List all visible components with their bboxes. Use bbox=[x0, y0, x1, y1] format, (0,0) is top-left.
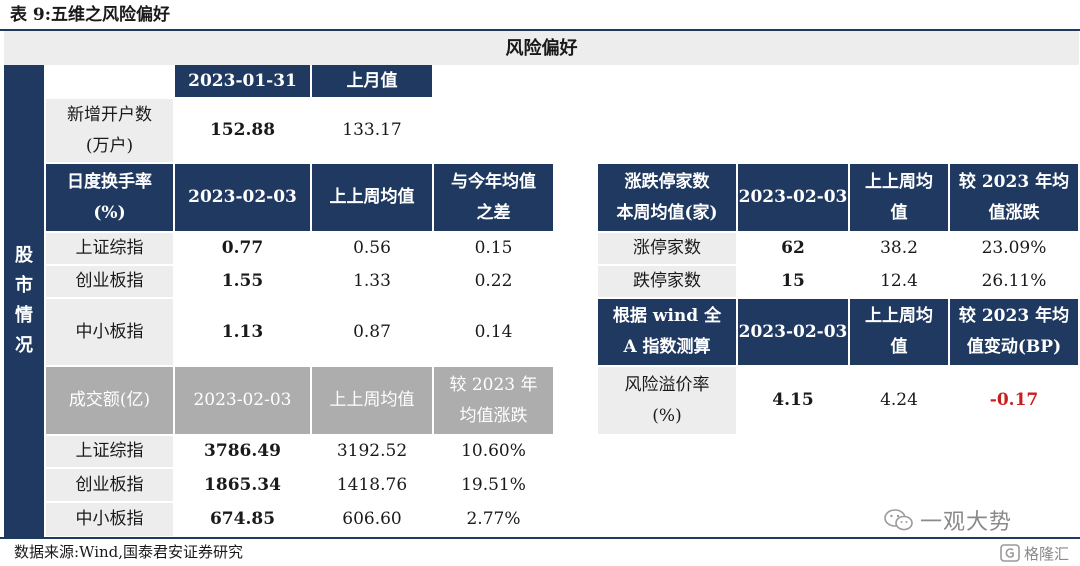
limit-label-1: 涨跌停家数 bbox=[624, 171, 710, 192]
table-row-label: 上证综指 bbox=[46, 233, 173, 264]
premium-label-2: A 指数测算 bbox=[623, 337, 711, 357]
limit-col-avg: 上上周均 值 bbox=[850, 164, 948, 231]
table-cell: 38.2 bbox=[880, 238, 918, 258]
volume-col-chg: 较 2023 年 均值涨跌 bbox=[434, 367, 553, 434]
premium-label: 根据 wind 全 A 指数测算 bbox=[598, 299, 736, 365]
premium-avg: 4.24 bbox=[880, 390, 918, 410]
table-cell: 1865.34 bbox=[204, 474, 281, 495]
table-cell: 606.60 bbox=[342, 509, 402, 529]
premium-col-chg: 较 2023 年均 值变动(BP) bbox=[950, 299, 1078, 365]
table-cell: 1.55 bbox=[221, 271, 264, 291]
premium-col-chg-2: 值变动(BP) bbox=[966, 337, 1062, 357]
table-row-label: 中小板指 bbox=[46, 503, 173, 536]
watermark-account: 一观大势 bbox=[884, 505, 1012, 535]
side-char: 情 bbox=[15, 305, 33, 326]
table-cell: 674.85 bbox=[209, 509, 276, 529]
table-row-label: 上证综指 bbox=[46, 436, 173, 467]
account-prev: 133.17 bbox=[342, 120, 402, 140]
table-cell: 0.77 bbox=[221, 238, 264, 258]
table-cell: 26.11% bbox=[981, 271, 1047, 291]
turnover-label-2: (%) bbox=[93, 202, 126, 223]
volume-col-avg: 上上周均值 bbox=[312, 367, 432, 434]
turnover-col-diff-2: 之差 bbox=[476, 202, 511, 223]
watermark-account-text: 一观大势 bbox=[920, 510, 1013, 535]
table-cell: 0.56 bbox=[353, 238, 391, 258]
volume-col-date: 2023-02-03 bbox=[175, 367, 310, 434]
account-col-date: 2023-01-31 bbox=[175, 65, 310, 97]
account-label-1: 新增开户数 bbox=[67, 104, 152, 125]
volume-col-chg-2: 均值涨跌 bbox=[459, 405, 528, 426]
table-cell: 23.09% bbox=[981, 238, 1047, 258]
account-col-prev: 上月值 bbox=[312, 65, 432, 97]
limit-col-chg-2: 值涨跌 bbox=[988, 202, 1040, 223]
limit-col-chg: 较 2023 年均 值涨跌 bbox=[950, 164, 1078, 231]
volume-col-chg-1: 较 2023 年 bbox=[449, 374, 538, 395]
account-label-2: (万户) bbox=[85, 135, 134, 156]
top-rule bbox=[0, 29, 1080, 31]
limit-col-date: 2023-02-03 bbox=[738, 164, 848, 231]
premium-value: 4.15 bbox=[772, 390, 814, 410]
table-cell: 1.33 bbox=[353, 271, 391, 291]
table-cell: 1.13 bbox=[221, 321, 264, 342]
account-value: 152.88 bbox=[209, 120, 276, 140]
table-cell: 0.15 bbox=[474, 238, 513, 258]
table-row-label: 中小板指 bbox=[46, 299, 173, 365]
bottom-rule bbox=[0, 537, 1080, 539]
table-cell: 19.51% bbox=[461, 474, 526, 495]
table-cell: 3192.52 bbox=[336, 441, 408, 461]
premium-col-avg-2: 值 bbox=[890, 337, 908, 357]
watermark-brand: 格隆汇 bbox=[1000, 542, 1069, 564]
premium-col-chg-1: 较 2023 年均 bbox=[958, 306, 1070, 326]
side-char: 况 bbox=[15, 335, 33, 356]
table-cell: 3786.49 bbox=[204, 441, 281, 461]
turnover-label: 日度换手率 (%) bbox=[46, 164, 173, 231]
limit-label: 涨跌停家数 本周均值(家) bbox=[598, 164, 736, 231]
table-cell: 10.60% bbox=[461, 441, 526, 461]
limit-col-avg-2: 值 bbox=[890, 202, 908, 223]
side-char: 市 bbox=[15, 275, 33, 296]
source-note: 数据来源:Wind,国泰君安证券研究 bbox=[14, 543, 244, 561]
table-row-label: 跌停家数 bbox=[598, 266, 736, 297]
brand-logo-icon bbox=[1000, 544, 1020, 562]
table-cell: 62 bbox=[781, 238, 805, 258]
turnover-col-diff-1: 与今年均值 bbox=[451, 171, 536, 192]
turnover-col-date: 2023-02-03 bbox=[175, 164, 310, 231]
premium-row-label-1: 风险溢价率 bbox=[624, 374, 710, 395]
premium-col-avg: 上上周均 值 bbox=[850, 299, 948, 365]
wechat-icon bbox=[884, 509, 913, 531]
premium-row-label-2: (%) bbox=[652, 405, 682, 426]
side-label-column: 股 市 情 况 bbox=[4, 65, 44, 537]
table-row-label: 涨停家数 bbox=[598, 233, 736, 264]
table-cell: 2.77% bbox=[466, 509, 521, 529]
header-band: 风险偏好 bbox=[4, 31, 1079, 65]
watermark-brand-text: 格隆汇 bbox=[1024, 544, 1070, 563]
table-cell: 0.22 bbox=[474, 271, 513, 291]
header-label: 风险偏好 bbox=[505, 37, 578, 59]
limit-label-2: 本周均值(家) bbox=[616, 202, 718, 223]
table-row-label: 创业板指 bbox=[46, 266, 173, 297]
premium-label-1: 根据 wind 全 bbox=[612, 306, 722, 326]
premium-col-avg-1: 上上周均 bbox=[865, 306, 933, 326]
volume-label: 成交额(亿) bbox=[46, 367, 173, 434]
table-row-label: 创业板指 bbox=[46, 469, 173, 501]
premium-row-label: 风险溢价率 (%) bbox=[598, 367, 736, 434]
premium-col-date: 2023-02-03 bbox=[738, 299, 848, 365]
table-cell: 1418.76 bbox=[336, 474, 408, 495]
table-cell: 0.14 bbox=[474, 321, 513, 342]
table-cell: 15 bbox=[781, 271, 805, 291]
table-title: 表 9:五维之风险偏好 bbox=[10, 5, 171, 25]
turnover-col-avg: 上上周均值 bbox=[312, 164, 432, 231]
turnover-label-1: 日度换手率 bbox=[67, 171, 152, 192]
limit-col-chg-1: 较 2023 年均 bbox=[958, 171, 1070, 192]
turnover-col-diff: 与今年均值 之差 bbox=[434, 164, 553, 231]
premium-chg: -0.17 bbox=[989, 390, 1039, 410]
limit-col-avg-1: 上上周均 bbox=[865, 171, 933, 192]
table-cell: 12.4 bbox=[880, 271, 918, 291]
side-char: 股 bbox=[15, 245, 33, 266]
table-cell: 0.87 bbox=[353, 321, 391, 342]
account-row-label: 新增开户数 (万户) bbox=[46, 99, 173, 162]
